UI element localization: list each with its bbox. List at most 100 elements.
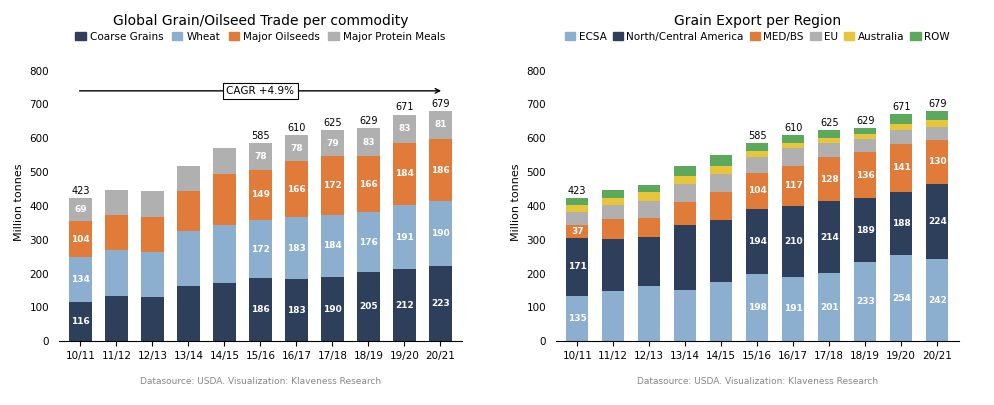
Bar [105,296,127,341]
Text: 176: 176 [359,238,378,247]
Bar [357,156,380,212]
Text: 242: 242 [927,296,946,305]
Bar [890,114,912,124]
Text: 679: 679 [431,99,449,109]
Text: 104: 104 [747,186,766,196]
Bar [710,174,733,192]
Bar [214,225,236,283]
Bar [746,157,768,173]
Bar [394,115,415,143]
Bar [638,218,660,237]
Bar [321,156,344,215]
Bar [105,250,127,296]
Bar [321,277,344,341]
Bar [710,220,733,282]
Bar [357,128,380,156]
Text: 116: 116 [71,317,89,326]
Text: 679: 679 [928,100,946,109]
Text: 189: 189 [856,226,875,235]
Text: 198: 198 [747,303,766,312]
Bar [141,191,164,217]
Text: 671: 671 [892,102,911,112]
Bar [926,183,948,259]
Bar [710,192,733,220]
Bar [70,257,91,302]
Text: 78: 78 [254,152,266,161]
Bar [214,148,236,175]
Bar [818,158,840,201]
Text: 233: 233 [856,297,875,306]
Text: 37: 37 [571,227,583,236]
Bar [214,175,236,225]
Bar [818,130,840,138]
Text: 184: 184 [395,169,414,178]
Bar [177,166,200,191]
Bar [746,143,768,151]
Bar [854,128,877,134]
Bar [926,259,948,341]
Text: 172: 172 [250,245,269,254]
Bar [782,277,804,341]
Bar [818,143,840,158]
Text: 201: 201 [820,303,839,312]
Text: 194: 194 [747,237,766,246]
Text: 254: 254 [892,294,911,303]
Bar [567,238,588,296]
Text: 136: 136 [856,171,875,180]
Bar [674,177,697,184]
Text: 171: 171 [568,262,586,271]
Bar [782,148,804,166]
Text: CAGR +4.9%: CAGR +4.9% [227,86,294,96]
Text: 183: 183 [287,244,306,253]
Text: Datasource: USDA. Visualization: Klaveness Research: Datasource: USDA. Visualization: Klavene… [140,377,381,386]
Bar [602,198,624,205]
Bar [321,215,344,277]
Bar [890,124,912,130]
Text: 188: 188 [892,219,911,228]
Y-axis label: Million tonnes: Million tonnes [511,164,521,241]
Bar [394,205,415,269]
Bar [321,130,344,156]
Y-axis label: Million tonnes: Million tonnes [14,164,24,241]
Bar [710,166,733,174]
Text: 130: 130 [928,157,946,166]
Text: 69: 69 [75,205,86,214]
Bar [890,255,912,341]
Bar [926,120,948,127]
Bar [357,212,380,272]
Text: 183: 183 [287,306,306,315]
Text: 191: 191 [784,305,803,313]
Bar [782,143,804,148]
Text: 671: 671 [396,102,414,113]
Text: 78: 78 [290,143,303,153]
Bar [746,274,768,341]
Text: 223: 223 [431,299,449,308]
Bar [818,201,840,273]
Text: 585: 585 [747,131,766,141]
Bar [926,140,948,183]
Bar [602,219,624,239]
Bar [602,205,624,219]
Bar [285,217,307,279]
Text: 190: 190 [323,305,342,313]
Bar [105,190,127,215]
Text: 135: 135 [568,314,586,323]
Text: 149: 149 [250,190,270,199]
Text: 585: 585 [251,131,269,141]
Text: 186: 186 [431,166,449,175]
Text: 128: 128 [820,175,839,183]
Text: 423: 423 [568,186,586,196]
Bar [249,170,271,220]
Bar [394,143,415,205]
Bar [782,166,804,206]
Bar [357,272,380,341]
Bar [567,296,588,341]
Bar [214,283,236,341]
Bar [638,185,660,192]
Bar [141,252,164,296]
Bar [429,266,451,341]
Text: 134: 134 [71,275,89,284]
Bar [854,198,877,262]
Bar [429,201,451,266]
Bar [890,144,912,192]
